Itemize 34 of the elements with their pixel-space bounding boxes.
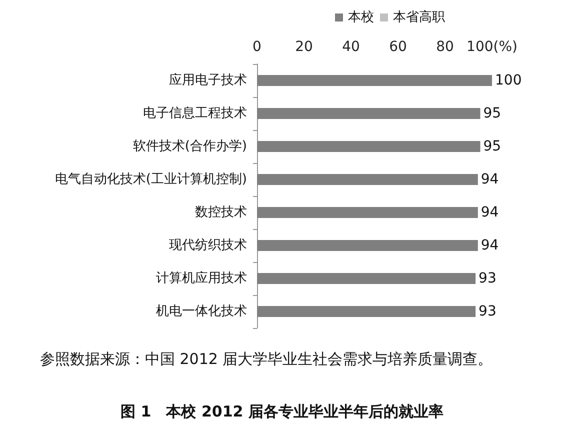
data-label: 94 (480, 172, 499, 188)
x-tick-label: 100(%) (466, 39, 518, 55)
data-label: 100 (495, 72, 522, 88)
data-label: 93 (478, 270, 496, 286)
y-tick-label: 应用电子技术 (169, 72, 247, 88)
data-label: 94 (480, 238, 499, 254)
y-tick-label: 电气自动化技术(工业计算机控制) (54, 172, 247, 187)
text: 参照数据来源：中国 2012 届大学毕业生社会需求与培养质量调查。 (40, 350, 493, 368)
legend-label: 本校 (348, 10, 374, 25)
bar (257, 306, 476, 317)
x-tick-label: 0 (252, 39, 262, 55)
bar (257, 174, 478, 185)
x-tick-label: 80 (436, 39, 454, 55)
y-tick-label: 现代纺织技术 (169, 238, 247, 253)
y-tick-label: 计算机应用技术 (156, 270, 247, 286)
bar (257, 141, 480, 152)
legend-label: 本省高职 (393, 9, 445, 25)
x-tick-label: 40 (342, 39, 360, 55)
data-label: 94 (480, 204, 499, 220)
y-tick-label: 软件技术(合作办学) (132, 139, 247, 154)
bar (257, 108, 480, 119)
text: 图 1 本校 2012 届各专业毕业半年后的就业率 (120, 402, 444, 420)
bar (257, 75, 492, 86)
y-tick-label: 机电一体化技术 (156, 304, 247, 319)
y-tick-label: 电子信息工程技术 (143, 106, 247, 121)
data-label: 95 (483, 138, 502, 154)
data-label: 93 (478, 304, 496, 320)
x-tick-label: 60 (389, 39, 407, 55)
bar (257, 207, 478, 218)
data-label: 95 (483, 106, 502, 122)
y-tick-label: 数控技术 (195, 205, 247, 220)
bar (257, 273, 476, 284)
x-tick-label: 20 (295, 39, 313, 55)
bar (257, 240, 478, 251)
